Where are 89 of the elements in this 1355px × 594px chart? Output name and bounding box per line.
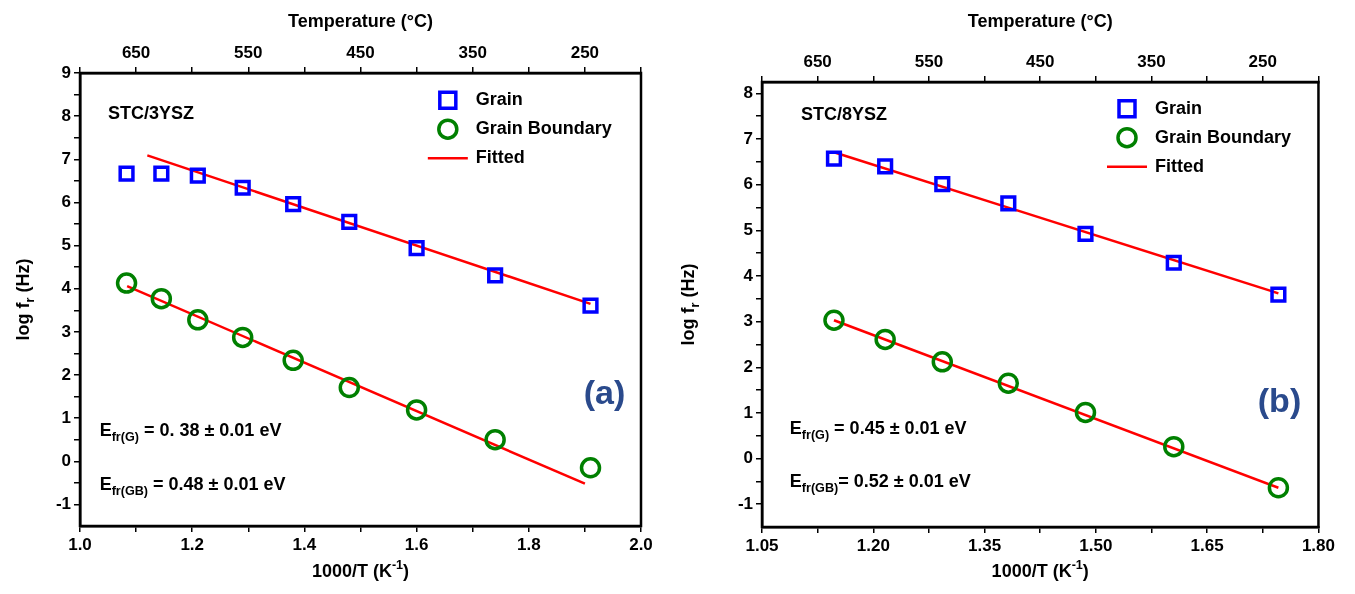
x2-tick-label: 450: [346, 43, 375, 63]
x-tick-label: 1.8: [516, 534, 541, 554]
y-tick-label: 7: [61, 148, 71, 168]
point: [579, 457, 602, 479]
y-tick-label: 8: [743, 83, 753, 103]
x-tick-label: 1.35: [968, 535, 1002, 555]
point: [1163, 435, 1185, 458]
point: [285, 196, 302, 213]
point: [1077, 225, 1094, 243]
x-tick-label: 1.2: [180, 534, 205, 554]
y-tick-label: 0: [61, 450, 71, 470]
x2-tick-label: 650: [803, 52, 832, 72]
legend-label: Grain: [475, 89, 523, 110]
x-tick-label: 1.80: [1301, 535, 1335, 555]
y-tick-label: 1: [61, 407, 71, 427]
x-tick-label: 2.0: [629, 534, 653, 554]
point: [153, 165, 170, 182]
point: [1270, 286, 1287, 303]
y-tick-label: 4: [743, 265, 754, 285]
x2-tick-label: 650: [121, 43, 151, 63]
point: [150, 287, 173, 310]
x-tick-label: 1.50: [1079, 535, 1113, 555]
x-tick-label: 1.05: [745, 535, 779, 555]
point: [115, 272, 138, 294]
y-tick-label: 3: [61, 321, 71, 341]
point: [582, 297, 599, 314]
point: [408, 240, 425, 257]
y-tick-label: 2: [743, 356, 753, 376]
point: [231, 326, 254, 349]
y-tick-label: 6: [743, 174, 753, 194]
point: [341, 213, 358, 230]
y-tick-label: 3: [743, 311, 753, 331]
point: [187, 309, 209, 331]
x2-tick-label: 450: [1026, 52, 1055, 72]
legend-label: Grain Boundary: [1155, 126, 1292, 147]
y-tick-label: -1: [737, 493, 753, 513]
y-tick-label: 5: [61, 235, 71, 255]
point: [823, 309, 845, 331]
point: [825, 150, 843, 167]
x2-tick-label: 550: [234, 43, 263, 63]
y-tick-label: 1: [743, 402, 753, 422]
point: [877, 158, 894, 175]
point: [1000, 195, 1017, 212]
x2-tick-label: 350: [458, 43, 487, 63]
point: [997, 372, 1020, 394]
point: [931, 351, 954, 373]
x-tick-label: 1.6: [404, 534, 429, 554]
point: [338, 376, 361, 399]
legend-label: Grain: [1155, 97, 1203, 118]
annotation: (a): [583, 373, 626, 412]
x2-tick-label: 350: [1137, 52, 1166, 72]
annotation: STC/3YSZ: [108, 102, 195, 123]
y-tick-label: 4: [61, 278, 72, 298]
y-tick-label: 5: [743, 220, 753, 240]
y-tick-label: -1: [55, 494, 71, 514]
legend-label: Fitted: [475, 147, 525, 168]
point: [484, 428, 506, 451]
annotation: (b): [1257, 380, 1302, 419]
point: [1074, 401, 1097, 424]
point: [1267, 477, 1290, 499]
point: [118, 165, 135, 182]
y-tick-label: 6: [61, 192, 71, 212]
point: [487, 267, 504, 284]
legend-label: Grain Boundary: [475, 118, 612, 139]
y-axis-title: log fr (Hz): [677, 263, 702, 346]
x2-tick-label: 250: [570, 43, 600, 63]
x-tick-label: 1.20: [856, 535, 890, 555]
point: [1165, 254, 1182, 271]
point: [405, 399, 428, 421]
y-axis-title: log fr (Hz): [12, 258, 37, 341]
point: [874, 328, 896, 351]
y-tick-label: 8: [61, 105, 71, 125]
x2-tick-label: 250: [1248, 52, 1277, 72]
legend-label: Fitted: [1155, 155, 1204, 176]
x2-axis-title: Temperature (°C): [967, 10, 1113, 31]
y-tick-label: 0: [743, 448, 753, 468]
x-tick-label: 1.0: [68, 534, 92, 554]
point: [189, 167, 206, 184]
x2-tick-label: 550: [914, 52, 944, 72]
point: [282, 349, 304, 372]
y-tick-label: 9: [61, 62, 71, 82]
y-tick-label: 2: [61, 364, 71, 384]
point: [234, 179, 251, 196]
x-tick-label: 1.4: [292, 534, 317, 554]
annotation: STC/8YSZ: [800, 104, 887, 125]
x-tick-label: 1.65: [1190, 535, 1224, 555]
x2-axis-title: Temperature (°C): [288, 10, 433, 31]
point: [934, 176, 951, 193]
y-tick-label: 7: [743, 128, 753, 148]
